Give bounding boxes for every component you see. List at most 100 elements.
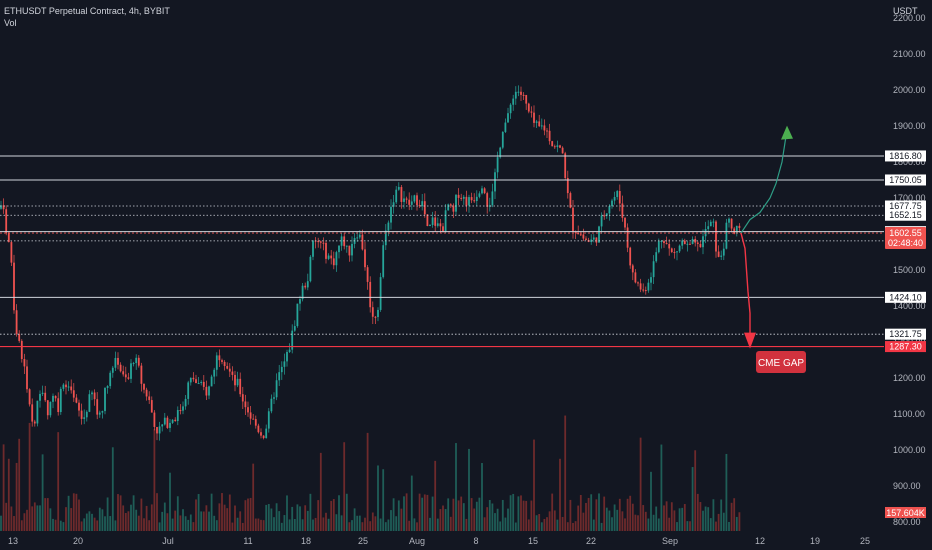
volume-bar	[478, 497, 481, 531]
volume-bar	[457, 500, 460, 531]
volume-bar	[647, 518, 650, 531]
volume-bar	[348, 522, 351, 531]
volume-bar	[59, 520, 62, 531]
volume-bar	[312, 519, 314, 531]
volume-bar	[572, 522, 574, 531]
volume-bar	[33, 502, 36, 531]
x-tick-label: 18	[301, 536, 311, 546]
x-axis[interactable]: 13 20 Jul 11 18 25 Aug 8 15 22 Sep 12 19 25	[8, 536, 870, 546]
volume-bar	[150, 504, 153, 531]
candle-body	[644, 290, 647, 292]
candle-body	[101, 411, 104, 413]
volume-bar	[392, 498, 395, 531]
candle-body	[551, 141, 554, 147]
volume-bar	[447, 498, 450, 531]
candle-body	[210, 376, 213, 387]
volume-bar	[169, 472, 171, 531]
volume-bar	[101, 509, 104, 531]
volume-bar	[595, 499, 598, 531]
candle-body	[202, 381, 205, 387]
candle-body	[75, 397, 78, 403]
volume-bar	[582, 512, 585, 531]
volume-bar	[509, 495, 512, 531]
candle-body	[527, 103, 530, 112]
candle-body	[44, 392, 47, 401]
volume-bar	[78, 499, 80, 531]
level-label-bg	[885, 200, 926, 212]
candle-body	[338, 245, 340, 253]
y-axis[interactable]: 800.00900.001000.001100.001200.001300.00…	[893, 13, 926, 527]
candle-body	[577, 232, 580, 235]
volume-bar	[460, 496, 463, 531]
volume-bar	[621, 511, 624, 531]
candle-body	[522, 94, 525, 96]
candle-body	[390, 206, 392, 223]
level-label-bg	[885, 328, 926, 340]
candle-body	[169, 422, 171, 428]
cme-gap-callout[interactable]: CME GAP	[756, 351, 806, 373]
candle-body	[296, 303, 299, 327]
candle-body	[205, 386, 208, 396]
volume-bar	[527, 519, 530, 531]
volume-bar	[605, 507, 608, 531]
candle-body	[309, 256, 312, 282]
volume-bar	[577, 505, 580, 531]
volume-bar	[332, 499, 335, 531]
candle-body	[473, 200, 476, 202]
volume-bar	[278, 511, 281, 531]
candle-body	[735, 225, 738, 234]
candle-body	[481, 188, 483, 194]
volume-bar	[174, 510, 177, 531]
volume-bar	[546, 517, 548, 531]
volume-bar	[18, 438, 21, 531]
candle-body	[36, 400, 39, 424]
candle-body	[423, 201, 426, 215]
candle-body	[49, 401, 52, 416]
candle-body	[496, 157, 499, 173]
level-label: 1677.75	[889, 201, 922, 211]
candle-body	[572, 207, 574, 232]
projection-down-path	[740, 232, 751, 347]
volume-bar	[241, 522, 244, 531]
candle-body	[280, 366, 283, 373]
volume-bar	[13, 516, 15, 531]
candle-body	[410, 201, 413, 205]
volume-bar	[618, 498, 621, 531]
candle-body	[504, 122, 507, 132]
candle-body	[408, 199, 411, 205]
candle-body	[678, 245, 681, 252]
candle-body	[418, 205, 421, 207]
candle-body	[91, 392, 93, 395]
candle-body	[304, 285, 307, 288]
volume-bar	[410, 475, 413, 531]
volume-bar	[629, 495, 632, 531]
x-tick-label: 13	[8, 536, 18, 546]
candle-body	[665, 243, 668, 245]
volume-bar	[187, 519, 190, 531]
volume-bar	[247, 498, 249, 531]
candle-body	[228, 368, 231, 372]
candle-body	[462, 196, 465, 199]
volume-bar	[330, 500, 333, 531]
volume-bar	[148, 520, 151, 531]
volume-bar	[301, 519, 304, 531]
projection-down-arrow	[744, 332, 756, 349]
volume-bar	[608, 510, 611, 531]
volume-bar	[587, 497, 590, 531]
volume-bar	[286, 495, 288, 531]
level-label-bg	[885, 209, 926, 221]
candle-body	[725, 222, 728, 249]
candle-body	[395, 189, 398, 203]
volume-bar	[689, 521, 691, 531]
candle-body	[226, 366, 229, 369]
candle-body	[403, 198, 405, 202]
candle-body	[148, 396, 151, 401]
volume-bar	[590, 494, 593, 531]
candle-body	[647, 282, 650, 291]
candle-body	[730, 218, 733, 229]
candle-body	[70, 386, 73, 391]
candle-body	[306, 281, 309, 288]
candle-body	[470, 197, 473, 201]
